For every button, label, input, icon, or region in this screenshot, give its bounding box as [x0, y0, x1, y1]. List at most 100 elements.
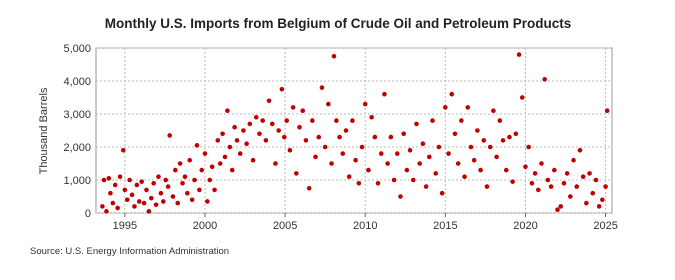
data-point — [475, 128, 480, 133]
data-point — [452, 131, 458, 137]
data-point — [414, 121, 419, 127]
data-point — [542, 77, 547, 82]
data-point — [115, 205, 120, 211]
data-point — [319, 85, 325, 90]
data-point — [513, 131, 519, 137]
data-point — [385, 161, 390, 166]
data-point — [182, 174, 188, 179]
data-point — [487, 144, 493, 150]
data-point — [134, 182, 140, 188]
data-point — [163, 177, 169, 183]
data-point — [462, 174, 467, 179]
data-point — [306, 185, 312, 191]
data-point — [139, 179, 144, 184]
data-point — [519, 95, 525, 100]
data-point — [266, 98, 272, 104]
data-point — [151, 181, 156, 186]
y-tick-label: 3,000 — [63, 109, 91, 121]
data-point — [141, 200, 147, 206]
data-point — [173, 167, 178, 173]
chart-title: Monthly U.S. Imports from Belgium of Cru… — [105, 16, 572, 31]
data-point — [603, 184, 608, 189]
data-point — [310, 118, 315, 123]
data-point — [110, 200, 116, 206]
data-point — [359, 144, 365, 150]
data-point — [313, 154, 318, 160]
data-point — [300, 108, 306, 113]
data-point — [375, 181, 381, 186]
data-point — [465, 105, 471, 110]
data-point — [558, 204, 564, 209]
data-point — [423, 184, 429, 189]
data-point — [497, 118, 503, 123]
data-point — [297, 124, 302, 130]
data-point — [604, 108, 610, 113]
data-point — [471, 157, 477, 163]
data-point — [394, 151, 400, 156]
data-point — [478, 167, 483, 173]
data-point — [290, 105, 296, 110]
data-point — [294, 171, 299, 176]
x-tick-label: 2000 — [193, 220, 217, 232]
data-point — [175, 200, 181, 206]
data-point — [253, 115, 259, 120]
data-point — [202, 151, 208, 156]
data-point — [346, 174, 352, 179]
data-point — [244, 141, 249, 146]
data-point — [189, 197, 195, 203]
data-point — [273, 161, 278, 166]
y-tick-label: 2,000 — [63, 142, 91, 154]
data-point — [316, 134, 322, 140]
data-point — [600, 197, 605, 203]
data-point — [356, 181, 362, 186]
data-point — [303, 138, 309, 143]
data-point — [209, 164, 215, 170]
x-tick-label: 2015 — [433, 220, 457, 232]
data-point — [552, 167, 557, 173]
data-point — [555, 207, 560, 212]
data-point — [136, 199, 142, 204]
data-point — [199, 167, 205, 173]
y-axis-label: Thousand Barrels — [38, 87, 50, 174]
data-point — [161, 199, 166, 204]
data-point — [436, 144, 442, 150]
data-point — [427, 154, 432, 160]
data-point — [100, 204, 105, 209]
data-point — [532, 171, 538, 176]
data-point — [577, 148, 583, 153]
data-point — [132, 204, 137, 209]
data-point — [446, 151, 451, 156]
data-point — [587, 171, 592, 176]
data-point — [334, 118, 339, 123]
data-point — [481, 138, 487, 143]
data-point — [596, 204, 602, 209]
data-point — [220, 131, 225, 137]
x-tick-label: 2025 — [593, 220, 617, 232]
data-point — [144, 187, 149, 193]
data-point — [229, 167, 235, 173]
y-tick-label: 5,000 — [63, 43, 91, 55]
data-point — [526, 144, 531, 150]
data-point — [564, 171, 570, 176]
data-point — [410, 177, 416, 183]
data-point — [503, 167, 509, 173]
data-point — [593, 177, 599, 183]
data-point — [165, 184, 171, 189]
data-point — [117, 174, 123, 179]
data-point — [510, 179, 515, 184]
data-point — [192, 177, 197, 183]
data-point — [516, 52, 522, 57]
data-point — [491, 108, 496, 113]
data-point — [366, 167, 371, 173]
data-point — [484, 184, 490, 189]
data-point — [500, 138, 506, 143]
data-point — [122, 187, 128, 193]
data-point — [284, 118, 289, 123]
data-point — [439, 190, 445, 196]
data-point — [124, 197, 130, 203]
data-point — [170, 194, 176, 199]
data-point — [398, 194, 403, 199]
data-point — [417, 161, 423, 166]
data-point — [507, 134, 512, 140]
